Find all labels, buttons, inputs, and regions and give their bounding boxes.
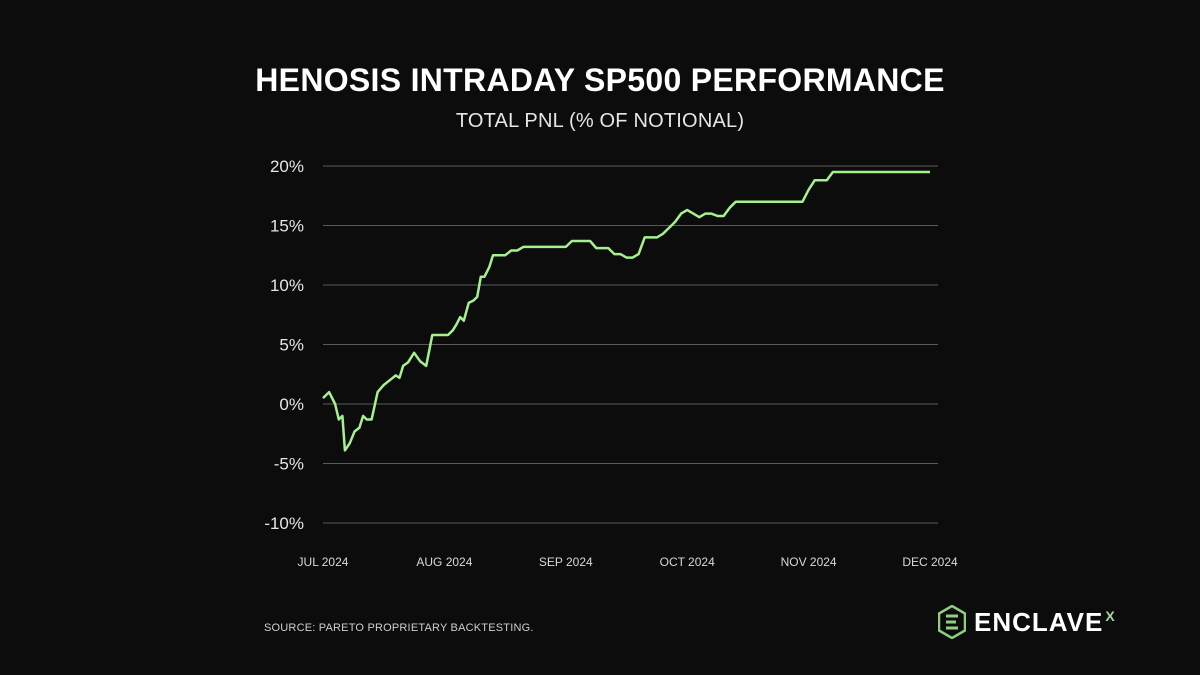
chart-subtitle: TOTAL PNL (% OF NOTIONAL) (455, 110, 745, 132)
series-layer (322, 170, 930, 452)
x-axis: JUL 2024 AUG 2024 SEP 2024 OCT 2024 NOV 2024… (298, 555, 958, 569)
y-axis: 20% 15% 10% 5% 0% -5% -10% (264, 157, 304, 533)
x-tick-label: NOV 2024 (781, 555, 837, 569)
enclavex-logo: ENCLAVE X (938, 602, 1116, 642)
y-tick-label: 20% (270, 157, 304, 176)
x-tick-label: AUG 2024 (416, 555, 472, 569)
x-tick-label: OCT 2024 (660, 555, 715, 569)
logo-text: ENCLAVE (974, 606, 1104, 637)
x-tick-label: SEP 2024 (539, 555, 593, 569)
x-tick-label: JUL 2024 (298, 555, 349, 569)
logo-wordmark: ENCLAVE X (974, 607, 1116, 638)
pnl-series-line (322, 170, 930, 452)
y-tick-label: -5% (274, 455, 304, 474)
logo-suffix: X (1105, 607, 1116, 624)
enclave-logo-icon (938, 605, 966, 639)
grid-layer (323, 165, 938, 524)
y-tick-label: 5% (279, 336, 304, 355)
chart-title: HENOSIS INTRADAY SP500 PERFORMANCE (255, 62, 945, 98)
y-tick-label: -10% (264, 514, 304, 533)
source-note: SOURCE: PARETO PROPRIETARY BACKTESTING. (264, 622, 534, 634)
x-tick-label: DEC 2024 (902, 555, 958, 569)
y-tick-label: 10% (270, 276, 304, 295)
y-tick-label: 0% (279, 395, 304, 414)
y-tick-label: 15% (270, 217, 304, 236)
